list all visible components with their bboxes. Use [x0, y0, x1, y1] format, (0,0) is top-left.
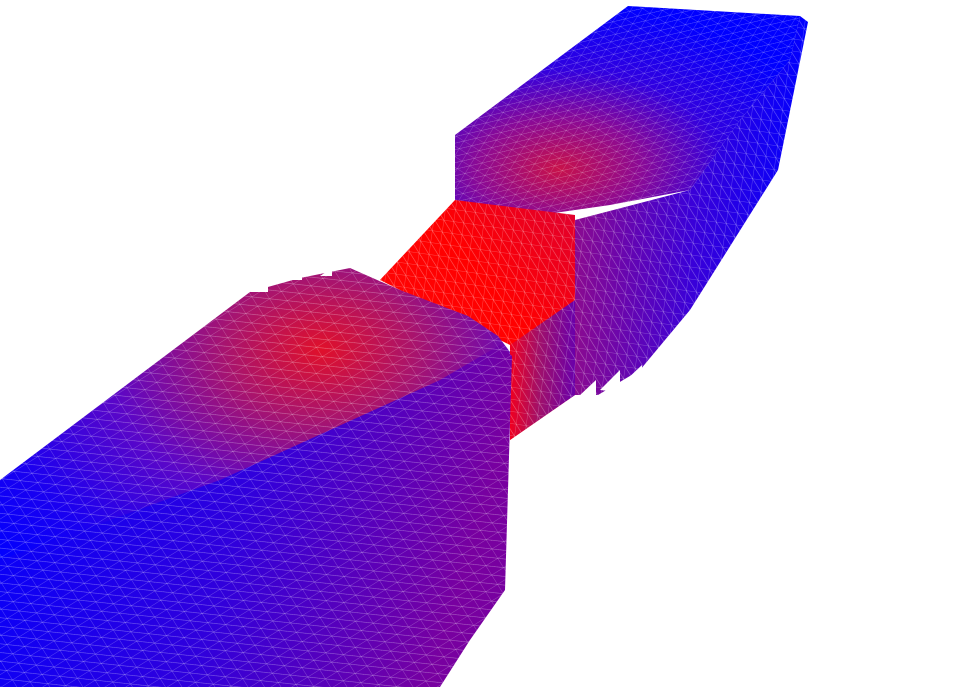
front-block [0, 268, 512, 687]
neck [380, 200, 575, 440]
back-block [455, 6, 808, 397]
